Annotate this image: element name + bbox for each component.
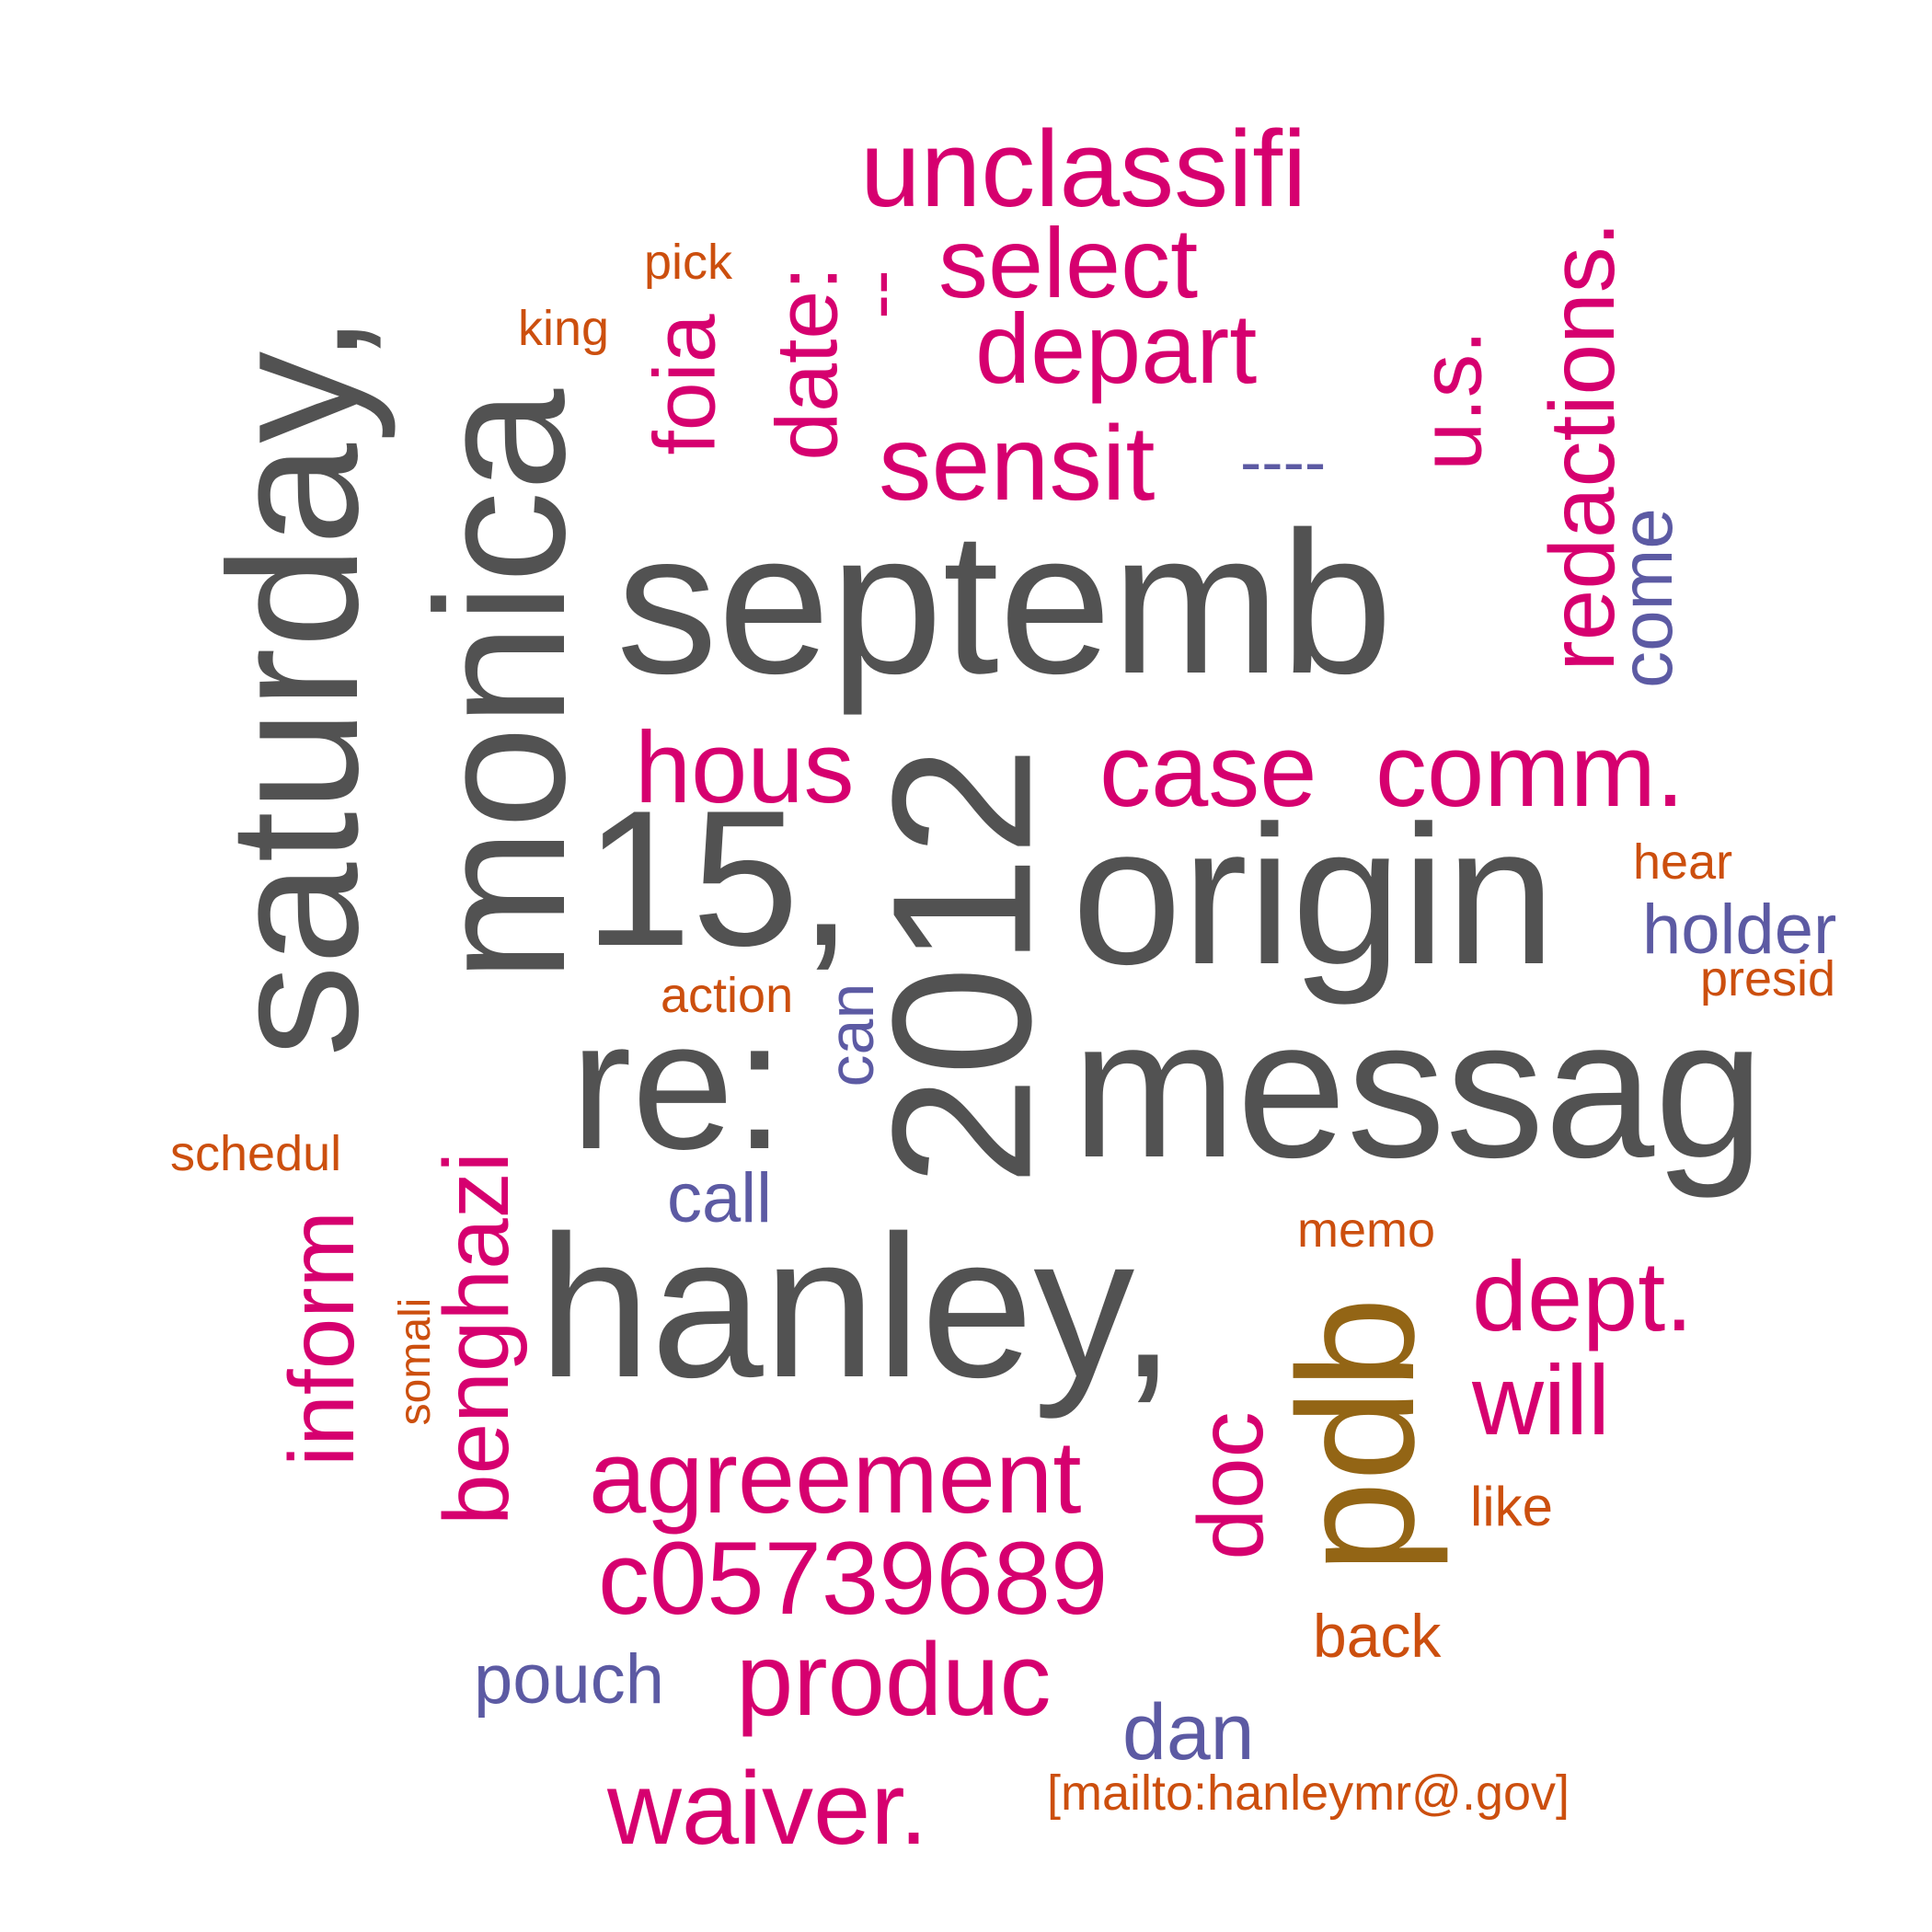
word-action: action	[661, 968, 794, 1023]
word-schedul: schedul	[170, 1126, 342, 1181]
word-holder: holder	[1642, 891, 1837, 969]
word-benghazi: benghazi	[425, 1152, 528, 1525]
word-foia: foia	[636, 314, 734, 455]
word-memo: memo	[1297, 1202, 1436, 1258]
word-monica: monica	[398, 388, 604, 983]
word-septemb: septemb	[616, 489, 1393, 716]
word-dan: dan	[1122, 1688, 1255, 1777]
word-doc: doc	[1179, 1411, 1282, 1560]
word-dash-long: ----	[1240, 426, 1327, 498]
word-will: will	[1472, 1344, 1610, 1455]
word-case: case	[1099, 713, 1317, 828]
word-pouch: pouch	[474, 1640, 665, 1719]
word-2012: 2012	[850, 745, 1073, 1187]
word-origin: origin	[1072, 784, 1556, 1006]
word-messag: messag	[1072, 977, 1765, 1199]
word-depart: depart	[975, 293, 1258, 404]
word-hanley: hanley,	[538, 1193, 1177, 1420]
word-king: king	[518, 301, 610, 356]
word-dash-short: --	[837, 270, 919, 319]
word-saturday: saturday,	[191, 314, 397, 1057]
word-dept: dept.	[1472, 1240, 1694, 1351]
word-back: back	[1313, 1602, 1442, 1670]
word-mailto: [mailto:hanleymr@.gov]	[1047, 1765, 1570, 1821]
word-inform: inform	[270, 1211, 374, 1466]
word-comm: comm.	[1375, 713, 1685, 828]
word-select: select	[938, 207, 1199, 318]
word-waiver: waiver.	[607, 1751, 928, 1866]
word-call: call	[667, 1159, 773, 1237]
word-us: u.s.	[1402, 329, 1501, 471]
word-c05739689: c05739689	[598, 1521, 1109, 1636]
word-15: 15,	[584, 770, 853, 986]
word-re: re:	[570, 983, 786, 1188]
word-presid: presid	[1700, 951, 1836, 1006]
word-sensit: sensit	[879, 405, 1156, 523]
word-hear: hear	[1633, 834, 1733, 890]
word-come: come	[1605, 508, 1687, 688]
word-unclassifi: unclassifi	[860, 109, 1307, 230]
word-pdb: pdb	[1264, 1296, 1449, 1574]
word-produc: produc	[736, 1622, 1052, 1737]
word-pick: pick	[644, 235, 733, 290]
word-agreement: agreement	[589, 1420, 1082, 1535]
word-like: like	[1470, 1476, 1554, 1537]
word-somali: somali	[391, 1297, 440, 1426]
word-hous: hous	[635, 711, 855, 824]
word-can: can	[815, 983, 887, 1087]
